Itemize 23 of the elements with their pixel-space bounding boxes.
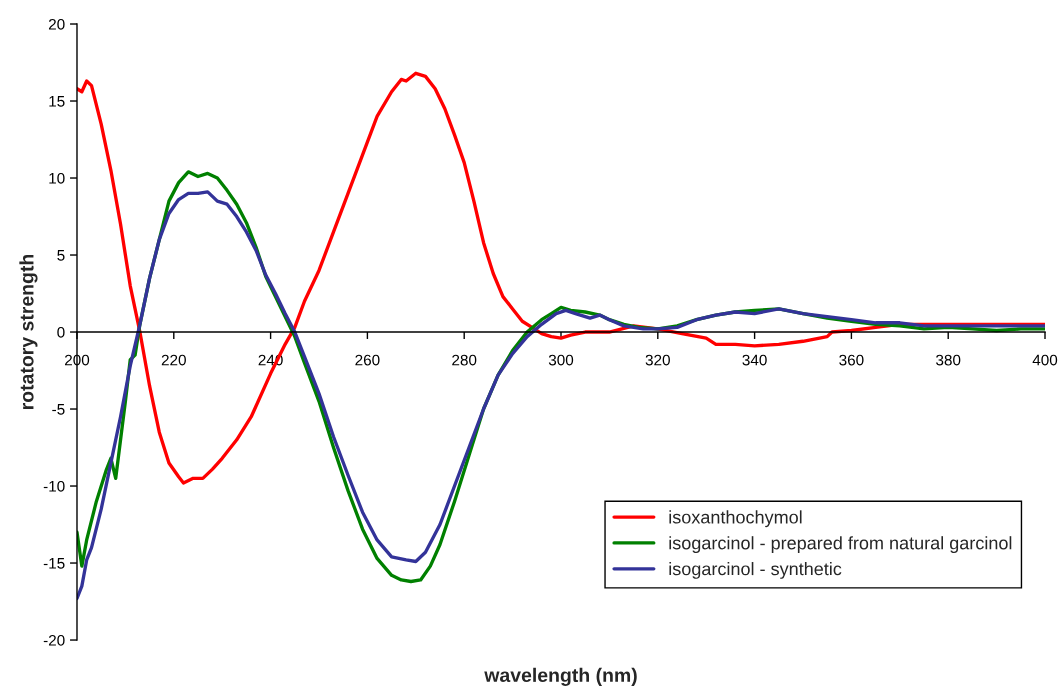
y-tick-label: 5: [57, 250, 65, 261]
x-tick-label: 220: [161, 354, 186, 366]
legend-label: isogarcinol - synthetic: [669, 562, 842, 579]
x-tick-label: 360: [839, 354, 864, 366]
legend-label: isogarcinol - prepared from natural garcinol: [669, 536, 1012, 553]
y-tick-label: -10: [43, 480, 65, 492]
x-tick-label: 380: [936, 354, 961, 366]
y-tick-label: -5: [52, 404, 65, 415]
legend-label: isoxanthochymol: [669, 510, 802, 528]
y-tick-label: 0: [57, 326, 65, 338]
x-tick-label: 300: [548, 354, 574, 366]
x-axis-title: wavelength (nm): [484, 667, 637, 686]
y-axis-title: rotatory strength: [19, 254, 38, 410]
x-tick-label: 400: [1032, 354, 1058, 366]
y-tick-label: 15: [49, 96, 65, 107]
x-tick-label: 320: [645, 354, 670, 366]
x-tick-label: 340: [742, 354, 767, 366]
x-tick-label: 260: [355, 354, 380, 366]
y-tick-label: 20: [48, 18, 65, 30]
y-tick-label: 10: [49, 172, 65, 184]
y-tick-label: -20: [43, 634, 65, 646]
y-tick-label: -15: [43, 558, 65, 569]
x-tick-label: 280: [452, 354, 477, 366]
